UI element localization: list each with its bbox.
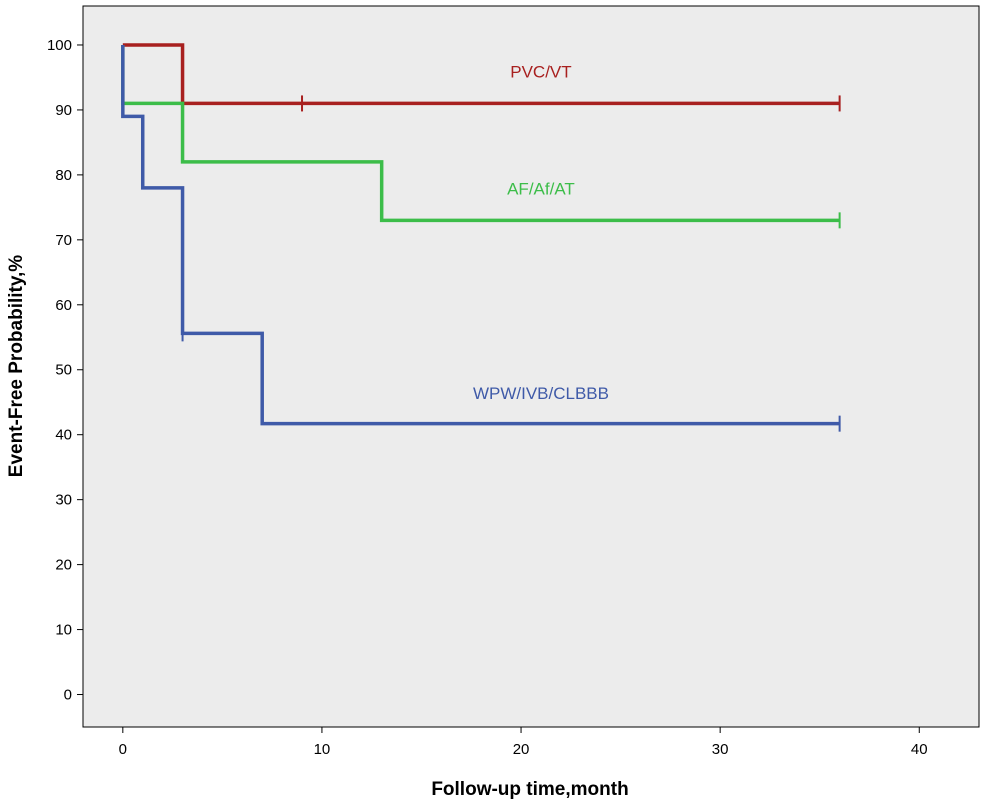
y-tick-label: 60 — [55, 297, 72, 314]
y-tick-label: 30 — [55, 492, 72, 509]
y-tick-label: 20 — [55, 557, 72, 574]
y-axis: 0 10 20 30 40 50 60 70 80 90 100 — [47, 37, 83, 704]
series-label-pvc-vt: PVC/VT — [510, 62, 571, 81]
x-tick-label: 10 — [314, 741, 331, 758]
series-label-wpw-ivb-clbbb: WPW/IVB/CLBBB — [473, 384, 609, 403]
y-tick-label: 50 — [55, 362, 72, 379]
x-tick-label: 20 — [513, 741, 530, 758]
y-tick-label: 90 — [55, 102, 72, 119]
x-tick-label: 30 — [712, 741, 729, 758]
x-tick-label: 40 — [911, 741, 928, 758]
y-tick-label: 100 — [47, 37, 72, 54]
y-tick-label: 10 — [55, 622, 72, 639]
x-axis: 0 10 20 30 40 — [119, 727, 928, 758]
y-axis-title: Event-Free Probability,% — [6, 255, 27, 478]
x-axis-title: Follow-up time,month — [431, 779, 628, 800]
series-line-pvc-vt — [122, 43, 840, 106]
y-tick-label: 0 — [64, 687, 72, 704]
series-line-wpw-ivb-clbbb — [121, 44, 840, 426]
series-label-layer: PVC/VT AF/Af/AT WPW/IVB/CLBBB — [473, 62, 609, 403]
x-tick-label: 0 — [119, 741, 127, 758]
y-tick-label: 80 — [55, 167, 72, 184]
y-tick-label: 40 — [55, 427, 72, 444]
series-layer — [121, 43, 841, 432]
y-tick-label: 70 — [55, 232, 72, 249]
plot-area — [82, 5, 980, 728]
series-label-af-af-at: AF/Af/AT — [507, 179, 575, 198]
